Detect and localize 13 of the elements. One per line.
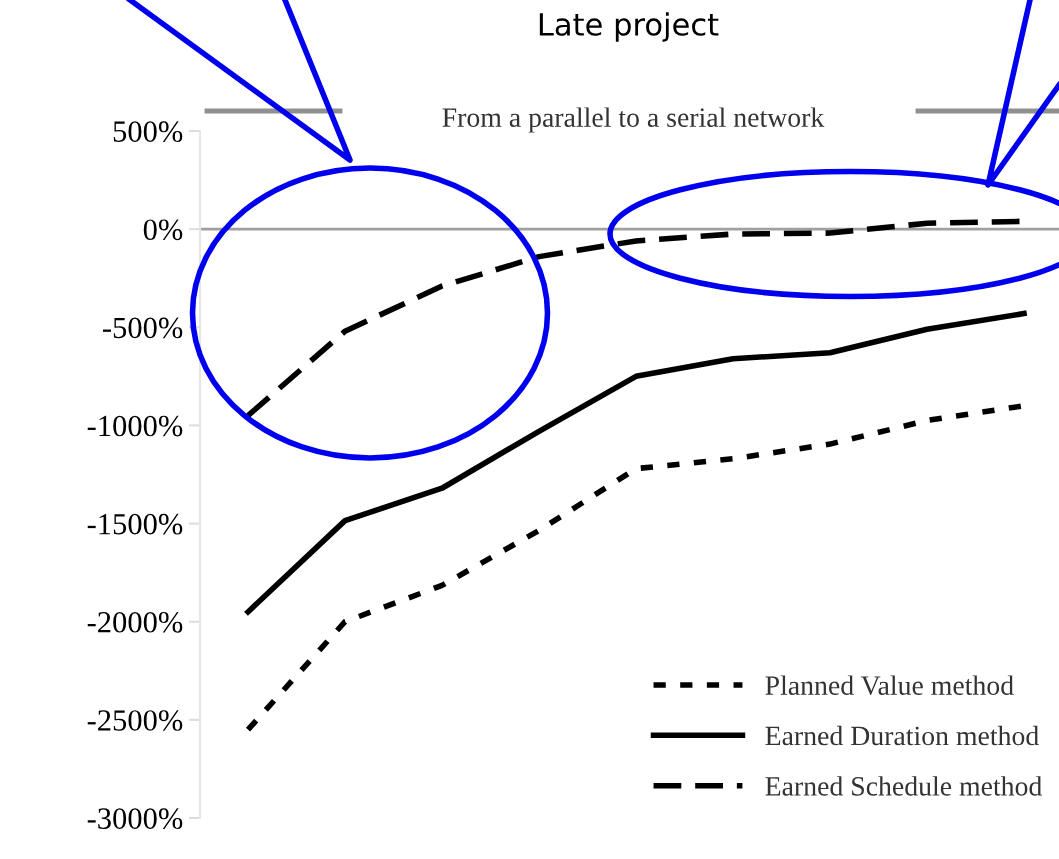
legend-label: Earned Duration method (765, 725, 1039, 746)
chart-title: Late project (539, 12, 719, 42)
legend-label: Planned Value method (765, 675, 1014, 696)
y-tick-label: -2500% (87, 710, 183, 731)
legend-label: Earned Schedule method (765, 776, 1042, 796)
y-tick-label: -3000% (87, 808, 183, 829)
y-tick-label: -1000% (87, 415, 183, 437)
y-tick-label: -2000% (87, 612, 183, 633)
y-tick-label: -1500% (87, 513, 183, 535)
y-tick-label: -500% (103, 317, 183, 339)
annotation: From a parallel to a serial network (442, 107, 825, 133)
y-tick-label: 0% (143, 219, 183, 241)
y-tick-label: 500% (113, 121, 183, 142)
